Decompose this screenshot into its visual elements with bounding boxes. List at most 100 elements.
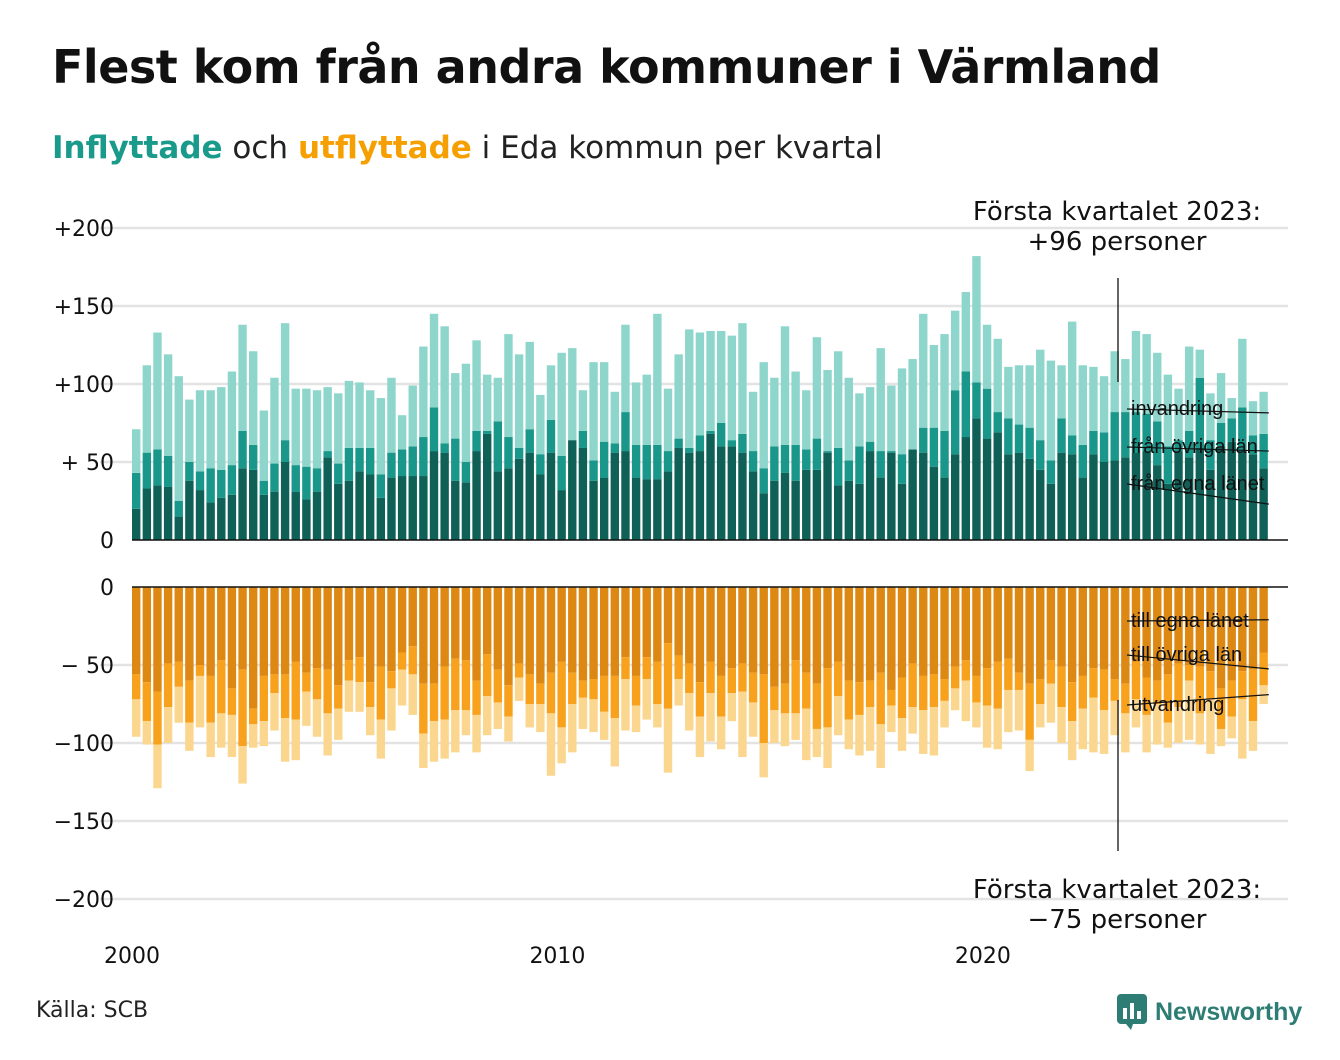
bar-invandring	[716, 330, 726, 423]
bar-fran-egna-lanet	[174, 516, 183, 540]
bar-till-ovriga-lan	[1131, 661, 1141, 700]
bar-invandring	[695, 332, 705, 436]
logo-text: Newsworthy	[1155, 997, 1303, 1026]
bar-fran-ovriga-lan	[663, 451, 673, 472]
y-tick-label: + 50	[61, 451, 114, 476]
bar-fran-ovriga-lan	[163, 455, 173, 487]
bar-till-egna-lanet	[270, 587, 279, 675]
bar-invandring	[706, 330, 715, 431]
bar-till-ovriga-lan	[908, 663, 917, 708]
annotation-bottom-line1: Första kvartalet 2023:	[973, 875, 1261, 905]
bar-till-ovriga-lan	[599, 675, 609, 712]
bar-utvandring	[376, 719, 386, 759]
leader-line	[1126, 483, 1269, 505]
bar-invandring	[546, 365, 556, 420]
bar-till-ovriga-lan	[493, 669, 503, 703]
bar-till-ovriga-lan	[940, 679, 949, 701]
bar-utvandring	[653, 704, 662, 728]
bar-till-egna-lanet	[1195, 587, 1204, 667]
series-labels: från egna länet från övriga län invandring…	[1126, 398, 1269, 716]
bar-fran-egna-lanet	[387, 477, 396, 540]
bar-fran-ovriga-lan	[1248, 435, 1258, 455]
bar-fran-ovriga-lan	[280, 440, 290, 462]
bar-till-ovriga-lan	[557, 661, 566, 728]
bar-till-ovriga-lan	[132, 674, 141, 700]
bar-till-egna-lanet	[1014, 587, 1024, 673]
bar-fran-ovriga-lan	[323, 451, 332, 458]
bar-utvandring	[695, 716, 705, 758]
bar-till-egna-lanet	[1057, 587, 1066, 667]
bar-fran-ovriga-lan	[982, 388, 992, 439]
bar-till-ovriga-lan	[791, 660, 800, 714]
bar-till-egna-lanet	[195, 587, 205, 665]
bar-till-ovriga-lan	[355, 657, 364, 683]
bar-fran-egna-lanet	[685, 452, 694, 540]
bar-utvandring	[759, 743, 768, 778]
bar-utvandring	[1238, 699, 1247, 759]
bar-till-egna-lanet	[908, 587, 917, 664]
bar-till-ovriga-lan	[302, 672, 311, 692]
bar-invandring	[621, 324, 630, 413]
bar-invandring	[525, 341, 534, 430]
bar-invandring	[472, 340, 481, 431]
bar-till-egna-lanet	[249, 587, 258, 709]
bar-till-egna-lanet	[1216, 587, 1226, 689]
bar-till-egna-lanet	[940, 587, 949, 680]
bar-fran-ovriga-lan	[259, 480, 269, 495]
bar-till-egna-lanet	[972, 587, 981, 676]
bar-till-ovriga-lan	[919, 675, 928, 711]
bar-till-egna-lanet	[429, 587, 439, 684]
bar-till-egna-lanet	[334, 587, 343, 686]
bar-till-egna-lanet	[397, 587, 407, 653]
bar-fran-egna-lanet	[589, 480, 598, 540]
bar-till-ovriga-lan	[1184, 665, 1194, 681]
bar-fran-egna-lanet	[525, 452, 534, 540]
bar-utvandring	[536, 704, 545, 733]
bar-till-egna-lanet	[302, 587, 311, 673]
bar-till-egna-lanet	[217, 587, 226, 661]
bar-fran-ovriga-lan	[940, 430, 949, 478]
bar-till-egna-lanet	[440, 587, 449, 667]
bar-utvandring	[365, 707, 375, 736]
bar-invandring	[440, 326, 449, 444]
bar-fran-ovriga-lan	[206, 468, 215, 503]
bar-till-ovriga-lan	[1163, 674, 1173, 723]
bar-fran-egna-lanet	[674, 447, 683, 540]
bar-till-egna-lanet	[408, 587, 417, 647]
bar-invandring	[408, 385, 417, 447]
bar-utvandring	[833, 696, 843, 736]
bar-fran-egna-lanet	[153, 485, 162, 540]
bar-till-ovriga-lan	[451, 658, 460, 711]
bar-till-ovriga-lan	[546, 672, 556, 714]
bar-fran-egna-lanet	[653, 479, 662, 540]
bar-utvandring	[355, 682, 364, 712]
bar-fran-ovriga-lan	[578, 430, 588, 448]
bar-utvandring	[1206, 699, 1215, 754]
y-tick-label: 0	[100, 529, 114, 554]
bar-invandring	[493, 377, 503, 422]
bar-till-egna-lanet	[1153, 587, 1162, 681]
bar-utvandring	[929, 707, 939, 756]
bar-fran-ovriga-lan	[408, 446, 417, 477]
bar-invandring	[504, 334, 513, 438]
bar-till-egna-lanet	[1036, 587, 1045, 680]
bar-fran-ovriga-lan	[525, 429, 534, 453]
bar-invandring	[280, 323, 290, 441]
bar-fran-ovriga-lan	[1121, 412, 1130, 458]
bar-till-ovriga-lan	[419, 683, 428, 734]
bar-utvandring	[631, 705, 641, 733]
bar-till-egna-lanet	[748, 587, 758, 673]
bar-fran-egna-lanet	[887, 452, 896, 540]
bar-fran-ovriga-lan	[791, 444, 800, 481]
bar-invandring	[195, 390, 205, 472]
bar-till-egna-lanet	[259, 587, 269, 676]
bar-utvandring	[1014, 689, 1024, 731]
bar-till-egna-lanet	[568, 587, 577, 673]
bar-fran-egna-lanet	[493, 471, 503, 540]
bar-invandring	[833, 351, 843, 448]
bar-till-egna-lanet	[312, 587, 322, 669]
annotation-bottom-line2: −75 personer	[1028, 905, 1207, 935]
bar-utvandring	[568, 704, 577, 753]
x-tick-label: 2010	[529, 944, 585, 969]
